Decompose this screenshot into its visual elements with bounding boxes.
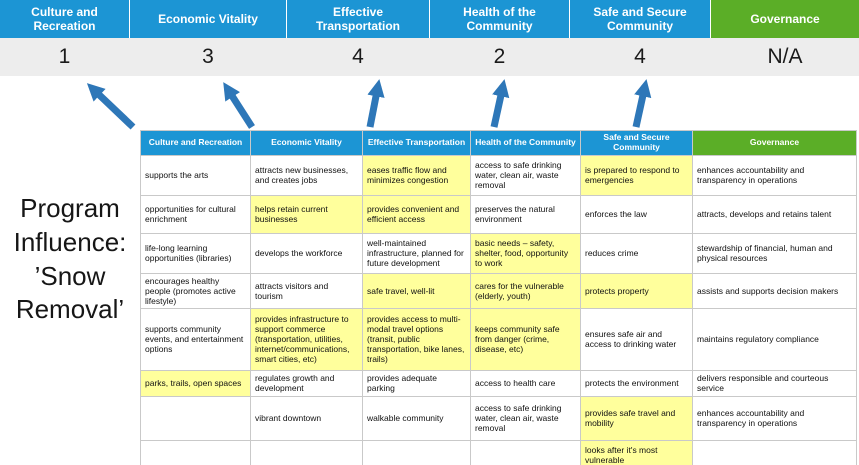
matrix-cell: access to safe drinking water, clean air… (470, 395, 581, 441)
matrix-row-6: parks, trails, open spaces regulates grow… (140, 369, 857, 397)
matrix-cell-highlighted: provides convenient and efficient access (362, 194, 471, 234)
matrix-cell (140, 439, 251, 465)
matrix-cell-highlighted: safe travel, well-lit (362, 272, 471, 309)
matrix-cell: well-maintained infrastructure, planned … (362, 232, 471, 274)
matrix-cell-highlighted: provides safe travel and mobility (580, 395, 693, 441)
program-title-line-4: Removal’ (15, 294, 125, 325)
matrix-cell: regulates growth and development (250, 369, 363, 397)
program-title-line-3: ’Snow (34, 260, 106, 291)
matrix-cell-highlighted: protects property (580, 272, 693, 309)
matrix-cell: enhances accountability and transparency… (692, 154, 857, 196)
matrix-cell: enhances accountability and transparency… (692, 395, 857, 441)
influence-arrow-4 (490, 79, 510, 128)
matrix-cell: develops the workforce (250, 232, 363, 274)
summary-header-governance: Governance (711, 0, 859, 38)
score-governance: N/A (767, 45, 803, 68)
matrix-header-1: Culture and Recreation (140, 130, 251, 156)
matrix-cell: enforces the law (580, 194, 693, 234)
matrix-header-2: Economic Vitality (250, 130, 363, 156)
program-title: Program Influence: ’Snow Removal’ (0, 192, 140, 327)
score-effective-transportation: 4 (352, 45, 364, 68)
matrix-cell: encourages healthy people (promotes acti… (140, 272, 251, 309)
influence-arrow-2 (223, 82, 255, 129)
summary-score-row: 1 3 4 2 4 N/A (0, 38, 859, 76)
matrix-cell (250, 439, 363, 465)
summary-header-safe-and-secure-community: Safe and Secure Community (570, 0, 710, 38)
influence-arrow-3 (366, 79, 385, 128)
matrix-row-5: supports community events, and entertain… (140, 307, 857, 371)
matrix-cell (470, 439, 581, 465)
matrix-header-3: Effective Transportation (362, 130, 471, 156)
matrix-cell: ensures safe air and access to drinking … (580, 307, 693, 371)
influence-matrix: Culture and Recreation Economic Vitality E… (140, 130, 857, 465)
matrix-cell: stewardship of financial, human and phys… (692, 232, 857, 274)
matrix-row-1: supports the arts attracts new businesses… (140, 154, 857, 196)
matrix-header-6: Governance (692, 130, 857, 156)
program-title-line-2: Influence: (13, 226, 127, 257)
matrix-cell: assists and supports decision makers (692, 272, 857, 309)
matrix-cell: access to health care (470, 369, 581, 397)
matrix-cell: delivers responsible and courteous servi… (692, 369, 857, 397)
score-culture-and-recreation: 1 (58, 45, 71, 68)
matrix-cell-highlighted: parks, trails, open spaces (140, 369, 251, 397)
matrix-cell-highlighted: cares for the vulnerable (elderly, youth… (470, 272, 581, 309)
matrix-cell (362, 439, 471, 465)
matrix-row-3: life-long learning opportunities (librar… (140, 232, 857, 274)
matrix-header-4: Health of the Community (470, 130, 581, 156)
program-title-line-1: Program (20, 193, 120, 223)
matrix-cell-highlighted: looks after it's most vulnerable (580, 439, 693, 465)
matrix-row-8: looks after it's most vulnerable (140, 439, 857, 465)
matrix-cell: supports the arts (140, 154, 251, 196)
influence-arrows (86, 79, 652, 130)
matrix-row-2: opportunities for cultural enrichment hel… (140, 194, 857, 234)
matrix-cell: vibrant downtown (250, 395, 363, 441)
matrix-row-7: vibrant downtown walkable community access… (140, 395, 857, 441)
matrix-cell-highlighted: provides infrastructure to support comme… (250, 307, 363, 371)
matrix-cell: opportunities for cultural enrichment (140, 194, 251, 234)
summary-header-economic-vitality: Economic Vitality (130, 0, 286, 38)
matrix-cell: provides adequate parking (362, 369, 471, 397)
matrix-header-row: Culture and Recreation Economic Vitality E… (140, 130, 857, 156)
matrix-header-5: Safe and Secure Community (580, 130, 693, 156)
matrix-cell: maintains regulatory compliance (692, 307, 857, 371)
matrix-cell: life-long learning opportunities (librar… (140, 232, 251, 274)
matrix-cell (140, 395, 251, 441)
matrix-cell: supports community events, and entertain… (140, 307, 251, 371)
matrix-cell: protects the environment (580, 369, 693, 397)
score-safe-and-secure-community: 4 (634, 45, 646, 68)
score-economic-vitality: 3 (202, 45, 214, 68)
matrix-cell (692, 439, 857, 465)
matrix-cell: reduces crime (580, 232, 693, 274)
score-health-of-the-community: 2 (493, 45, 506, 68)
matrix-cell: attracts new businesses, and creates job… (250, 154, 363, 196)
matrix-cell-highlighted: provides access to multi-modal travel op… (362, 307, 471, 371)
influence-arrow-5 (632, 79, 652, 128)
matrix-cell-highlighted: basic needs – safety, shelter, food, opp… (470, 232, 581, 274)
matrix-cell: preserves the natural environment (470, 194, 581, 234)
matrix-cell: attracts visitors and tourism (250, 272, 363, 309)
matrix-row-4: encourages healthy people (promotes acti… (140, 272, 857, 309)
matrix-cell-highlighted: helps retain current businesses (250, 194, 363, 234)
summary-header-row: Culture and Recreation Economic Vitality… (0, 0, 859, 38)
matrix-cell: access to safe drinking water, clean air… (470, 154, 581, 196)
matrix-cell-highlighted: is prepared to respond to emergencies (580, 154, 693, 196)
matrix-cell-highlighted: eases traffic flow and minimizes congest… (362, 154, 471, 196)
influence-arrow-1 (86, 83, 136, 130)
summary-header-effective-transportation: Effective Transportation (287, 0, 429, 38)
summary-header-culture-and-recreation: Culture and Recreation (0, 0, 129, 38)
summary-header-health-of-the-community: Health of the Community (430, 0, 569, 38)
matrix-cell: walkable community (362, 395, 471, 441)
matrix-cell-highlighted: keeps community safe from danger (crime,… (470, 307, 581, 371)
matrix-cell: attracts, develops and retains talent (692, 194, 857, 234)
